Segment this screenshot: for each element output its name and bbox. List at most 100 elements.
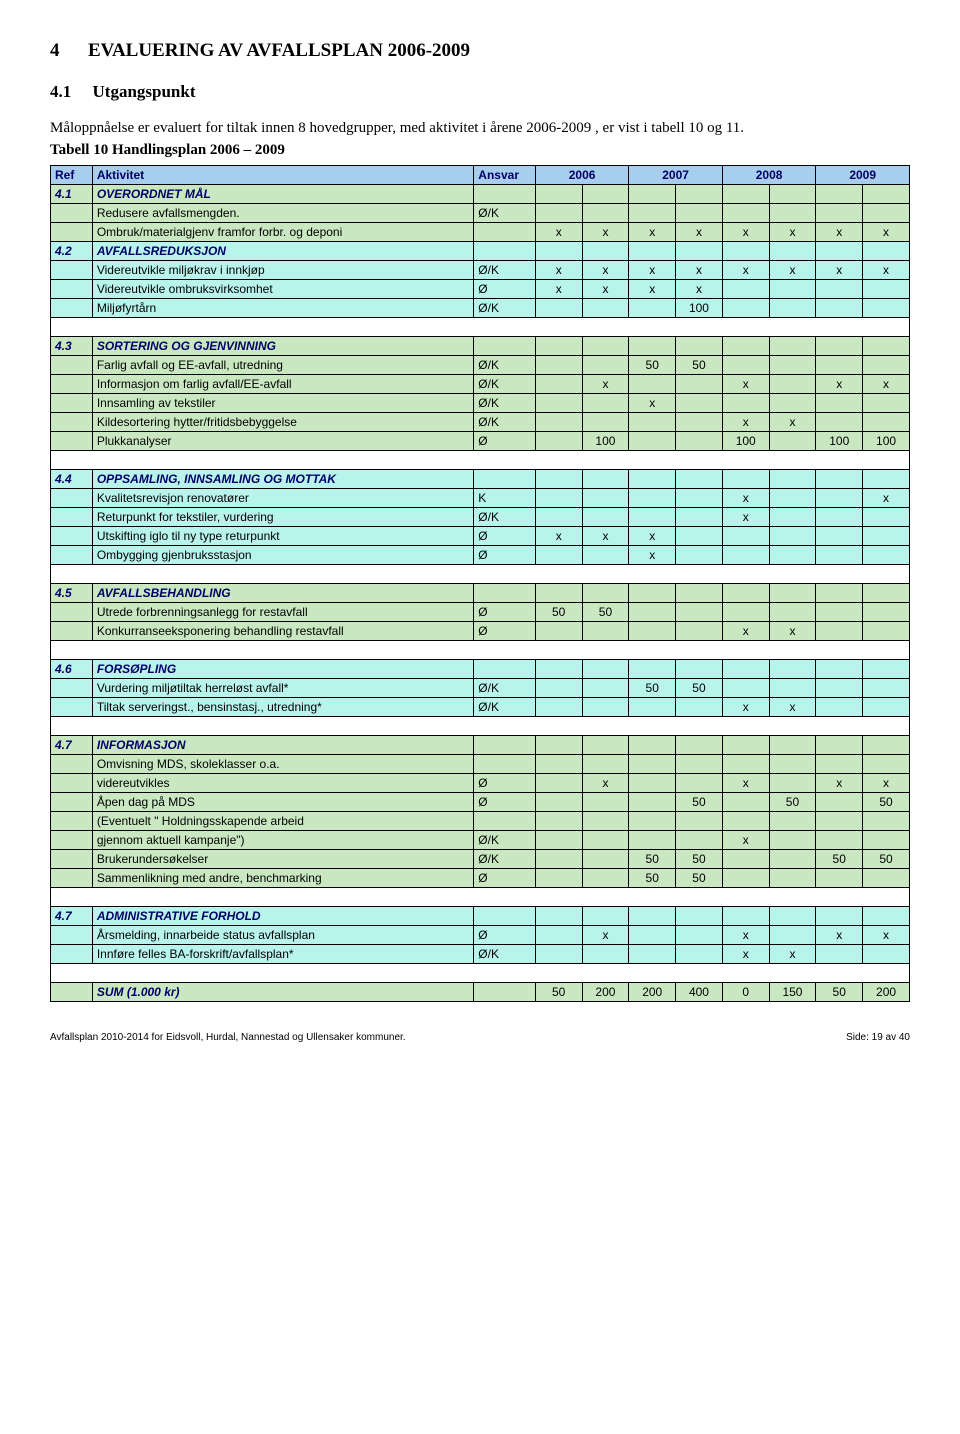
cell-ansvar: Ø/K — [474, 394, 536, 413]
table-row: videreutviklesØxxxx — [51, 774, 910, 793]
cell-category: ADMINISTRATIVE FORHOLD — [92, 907, 473, 926]
table-row: Omvisning MDS, skoleklasser o.a. — [51, 755, 910, 774]
cell-value: x — [582, 926, 629, 945]
cell-activity: Omvisning MDS, skoleklasser o.a. — [92, 755, 473, 774]
cell-category: SORTERING OG GJENVINNING — [92, 337, 473, 356]
cell-value — [535, 470, 582, 489]
cell-value — [582, 584, 629, 603]
cell-ref — [51, 508, 93, 527]
cell-value — [535, 204, 582, 223]
cell-value: x — [582, 261, 629, 280]
cell-value — [769, 242, 816, 261]
cell-activity: Sammenlikning med andre, benchmarking — [92, 869, 473, 888]
cell-value — [535, 394, 582, 413]
cell-value: x — [769, 223, 816, 242]
cell-value — [722, 299, 769, 318]
cell-ref — [51, 280, 93, 299]
cell-value: 100 — [863, 432, 910, 451]
cell-value — [676, 185, 723, 204]
cell-value — [582, 812, 629, 831]
cell-ref — [51, 527, 93, 546]
cell-ref — [51, 299, 93, 318]
cell-value — [863, 413, 910, 432]
cell-value — [582, 508, 629, 527]
cell-value — [769, 527, 816, 546]
cell-value — [722, 546, 769, 565]
cell-value — [629, 945, 676, 964]
cell-value — [769, 907, 816, 926]
cell-value — [535, 831, 582, 850]
footer-left: Avfallsplan 2010-2014 for Eidsvoll, Hurd… — [50, 1032, 406, 1043]
cell-value — [722, 869, 769, 888]
table-row: 4.7INFORMASJON — [51, 736, 910, 755]
cell-value — [722, 603, 769, 622]
cell-value — [816, 584, 863, 603]
cell-value — [676, 774, 723, 793]
blank-cell — [51, 888, 910, 907]
cell-value: x — [722, 622, 769, 641]
table-row: Utrede forbrenningsanlegg for restavfall… — [51, 603, 910, 622]
cell-value — [816, 546, 863, 565]
cell-value: x — [722, 926, 769, 945]
cell-ref — [51, 869, 93, 888]
cell-value — [816, 907, 863, 926]
cell-ref — [51, 774, 93, 793]
subsection-heading: 4.1 Utgangspunkt — [50, 82, 910, 102]
cell-activity: Informasjon om farlig avfall/EE-avfall — [92, 375, 473, 394]
cell-value: x — [582, 527, 629, 546]
cell-ansvar: Ø/K — [474, 945, 536, 964]
cell-value — [535, 812, 582, 831]
blank-cell — [51, 717, 910, 736]
cell-value — [676, 204, 723, 223]
table-row: Kvalitetsrevisjon renovatørerKxx — [51, 489, 910, 508]
cell-value: 150 — [769, 983, 816, 1002]
cell-ansvar: Ø — [474, 546, 536, 565]
cell-value — [816, 736, 863, 755]
cell-value: 50 — [582, 603, 629, 622]
table-row: Ombruk/materialgjenv framfor forbr. og d… — [51, 223, 910, 242]
cell-ansvar — [474, 337, 536, 356]
cell-value — [863, 584, 910, 603]
cell-value — [863, 242, 910, 261]
table-row: Sammenlikning med andre, benchmarkingØ50… — [51, 869, 910, 888]
cell-value: x — [722, 698, 769, 717]
cell-value: 100 — [582, 432, 629, 451]
cell-activity: Kvalitetsrevisjon renovatører — [92, 489, 473, 508]
cell-activity: Miljøfyrtårn — [92, 299, 473, 318]
cell-value — [535, 793, 582, 812]
cell-value — [629, 660, 676, 679]
table-row: 4.3SORTERING OG GJENVINNING — [51, 337, 910, 356]
cell-ansvar: Ø/K — [474, 831, 536, 850]
cell-value — [769, 375, 816, 394]
page-footer: Avfallsplan 2010-2014 for Eidsvoll, Hurd… — [50, 1032, 910, 1043]
cell-value — [816, 394, 863, 413]
cell-value: x — [629, 261, 676, 280]
cell-value — [816, 622, 863, 641]
cell-value: x — [535, 223, 582, 242]
cell-value: 200 — [863, 983, 910, 1002]
cell-value — [676, 812, 723, 831]
cell-value — [816, 470, 863, 489]
body-paragraph: Måloppnåelse er evaluert for tiltak inne… — [50, 118, 910, 138]
cell-value: x — [769, 261, 816, 280]
cell-value — [582, 831, 629, 850]
col-ref: Ref — [51, 166, 93, 185]
cell-value — [863, 546, 910, 565]
cell-activity: Farlig avfall og EE-avfall, utredning — [92, 356, 473, 375]
cell-value: 50 — [863, 850, 910, 869]
cell-activity: Ombruk/materialgjenv framfor forbr. og d… — [92, 223, 473, 242]
cell-ansvar: Ø — [474, 432, 536, 451]
cell-value — [629, 204, 676, 223]
cell-value — [535, 755, 582, 774]
cell-value — [722, 394, 769, 413]
cell-ansvar: Ø — [474, 793, 536, 812]
cell-value — [629, 793, 676, 812]
cell-value — [582, 546, 629, 565]
table-row: (Eventuelt " Holdningsskapende arbeid — [51, 812, 910, 831]
cell-value — [676, 698, 723, 717]
subsection-number: 4.1 — [50, 82, 71, 101]
cell-value — [769, 869, 816, 888]
cell-value: x — [582, 774, 629, 793]
table-row: Årsmelding, innarbeide status avfallspla… — [51, 926, 910, 945]
cell-value — [629, 299, 676, 318]
